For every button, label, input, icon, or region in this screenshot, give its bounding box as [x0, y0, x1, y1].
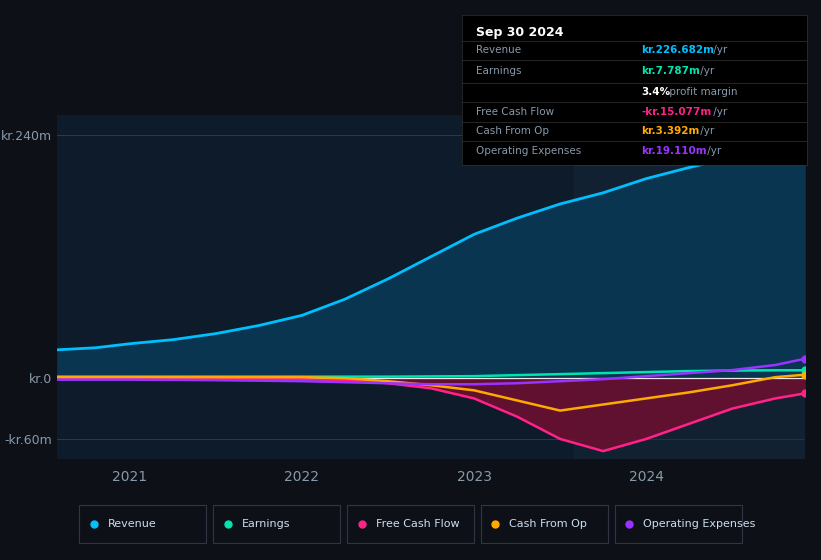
Text: Free Cash Flow: Free Cash Flow: [376, 519, 459, 529]
Text: /yr: /yr: [697, 66, 714, 76]
Text: Operating Expenses: Operating Expenses: [644, 519, 755, 529]
Text: Revenue: Revenue: [476, 45, 521, 55]
Text: kr.19.110m: kr.19.110m: [641, 146, 707, 156]
FancyBboxPatch shape: [213, 505, 340, 543]
FancyBboxPatch shape: [614, 505, 742, 543]
FancyBboxPatch shape: [79, 505, 206, 543]
Text: 3.4%: 3.4%: [641, 87, 671, 97]
Text: /yr: /yr: [697, 126, 714, 136]
Bar: [574, 115, 805, 459]
FancyBboxPatch shape: [347, 505, 475, 543]
Text: Operating Expenses: Operating Expenses: [476, 146, 581, 156]
Text: Cash From Op: Cash From Op: [476, 126, 548, 136]
Text: Cash From Op: Cash From Op: [509, 519, 587, 529]
FancyBboxPatch shape: [480, 505, 608, 543]
Text: profit margin: profit margin: [666, 87, 738, 97]
Text: Sep 30 2024: Sep 30 2024: [476, 26, 563, 39]
Text: kr.7.787m: kr.7.787m: [641, 66, 700, 76]
Text: kr.3.392m: kr.3.392m: [641, 126, 699, 136]
Text: /yr: /yr: [709, 107, 727, 116]
Text: /yr: /yr: [704, 146, 721, 156]
Text: /yr: /yr: [709, 45, 727, 55]
Text: -kr.15.077m: -kr.15.077m: [641, 107, 712, 116]
Text: Free Cash Flow: Free Cash Flow: [476, 107, 554, 116]
Text: Earnings: Earnings: [476, 66, 521, 76]
Text: Earnings: Earnings: [241, 519, 291, 529]
Text: Revenue: Revenue: [108, 519, 157, 529]
Text: kr.226.682m: kr.226.682m: [641, 45, 714, 55]
